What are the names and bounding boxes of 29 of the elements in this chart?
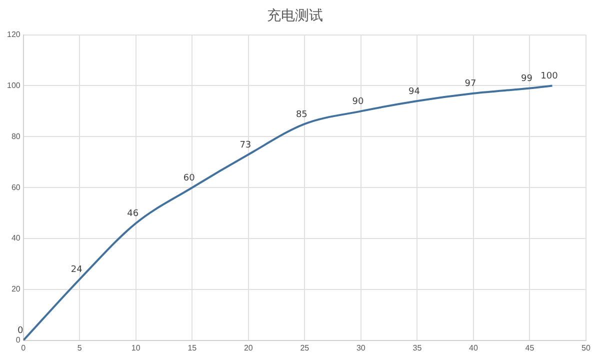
- data-label: 73: [240, 140, 252, 150]
- data-label: 100: [540, 72, 558, 82]
- data-label: 85: [296, 110, 308, 120]
- chart-title: 充电测试: [267, 8, 323, 24]
- data-label: 97: [464, 79, 476, 90]
- y-tick-label: 100: [6, 80, 21, 90]
- x-tick-label: 40: [469, 343, 478, 352]
- x-tick-label: 20: [244, 343, 254, 352]
- x-tick-label: 15: [188, 343, 198, 352]
- x-tick-label: 45: [525, 343, 535, 352]
- y-tick-label: 0: [16, 336, 21, 345]
- data-label: 90: [352, 97, 364, 108]
- data-label: 24: [70, 265, 83, 276]
- x-tick-label: 25: [300, 343, 310, 352]
- y-tick-label: 40: [11, 234, 21, 243]
- y-tick-label: 80: [11, 132, 21, 141]
- y-tick-label: 120: [6, 30, 21, 40]
- data-label: 46: [127, 209, 139, 220]
- y-tick-label: 20: [11, 284, 21, 294]
- x-tick-label: 10: [131, 343, 141, 352]
- x-tick-label: 30: [356, 343, 366, 352]
- x-tick-label: 50: [582, 343, 591, 352]
- y-tick-label: 60: [11, 182, 21, 192]
- x-tick-label: 35: [412, 343, 422, 352]
- data-label: 99: [521, 74, 533, 84]
- x-tick-label: 5: [77, 343, 82, 352]
- data-label: 94: [408, 86, 420, 97]
- data-label: 60: [183, 173, 196, 184]
- line-series: [23, 84, 554, 340]
